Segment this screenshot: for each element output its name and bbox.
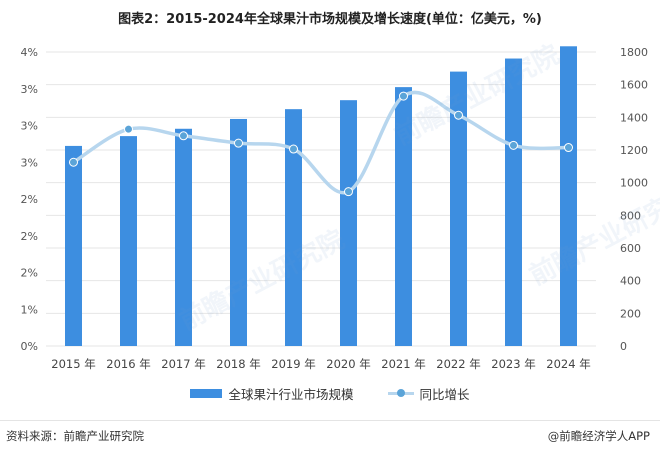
x-tick-label: 2020 年	[326, 357, 370, 371]
bar	[285, 109, 302, 347]
x-tick-label: 2024 年	[546, 357, 590, 371]
bar	[120, 136, 137, 346]
y-left-tick-label: 1%	[21, 303, 38, 316]
y-right-tick-label: 1600	[620, 79, 648, 92]
legend-item-bar: 全球果汁行业市场规模	[190, 384, 354, 403]
bar	[450, 71, 467, 346]
source-note: 资料来源：前瞻产业研究院	[6, 429, 144, 443]
y-left-tick-label: 3%	[21, 120, 38, 133]
y-right-tick-label: 200	[620, 307, 641, 320]
legend-label-bar: 全球果汁行业市场规模	[228, 386, 354, 402]
bar	[230, 118, 247, 346]
chart-title: 图表2：2015-2024年全球果汁市场规模及增长速度(单位：亿美元，%)	[118, 12, 542, 27]
y-right-tick-label: 1000	[620, 177, 648, 190]
growth-point	[509, 140, 518, 150]
growth-point	[399, 91, 408, 101]
growth-point	[124, 124, 133, 134]
brand-credit: @前瞻经济学人APP	[547, 429, 650, 443]
chart-legend: 全球果汁行业市场规模 同比增长	[0, 382, 660, 404]
legend-swatch-line	[387, 388, 414, 398]
bar	[395, 87, 412, 346]
x-tick-label: 2017 年	[161, 357, 205, 371]
legend-label-line: 同比增长	[419, 386, 470, 402]
y-left-tick-label: 0%	[21, 340, 38, 353]
growth-point	[344, 187, 353, 197]
y-left-tick-label: 2%	[21, 230, 38, 243]
bar	[175, 128, 192, 346]
growth-point	[454, 110, 463, 120]
bar	[340, 100, 357, 346]
y-left-tick-label: 3%	[21, 156, 38, 169]
growth-point	[289, 144, 298, 154]
growth-line	[71, 90, 571, 195]
bar	[560, 46, 577, 347]
bar	[505, 58, 522, 347]
footer-divider	[0, 420, 660, 421]
y-right-tick-label: 1800	[620, 46, 648, 59]
y-right-tick-label: 400	[620, 275, 641, 288]
x-tick-label: 2022 年	[436, 357, 480, 371]
x-tick-label: 2015 年	[51, 357, 95, 371]
growth-point	[69, 157, 78, 167]
y-right-tick-label: 600	[620, 242, 641, 255]
y-left-tick-label: 2%	[21, 193, 38, 206]
y-left-tick-label: 4%	[21, 46, 38, 59]
y-left-tick-label: 3%	[21, 83, 38, 96]
growth-point	[179, 131, 188, 141]
y-right-tick-label: 0	[620, 340, 627, 353]
y-right-tick-label: 1400	[620, 111, 648, 124]
legend-swatch-bar	[190, 388, 223, 398]
x-tick-label: 2016 年	[106, 357, 150, 371]
y-right-tick-label: 800	[620, 209, 641, 222]
x-tick-label: 2023 年	[491, 357, 535, 371]
x-tick-label: 2018 年	[216, 357, 260, 371]
x-tick-label: 2019 年	[271, 357, 315, 371]
legend-item-line: 同比增长	[387, 384, 470, 403]
y-right-tick-label: 1200	[620, 144, 648, 157]
growth-point	[234, 138, 243, 148]
growth-point	[564, 143, 573, 153]
x-tick-label: 2021 年	[381, 357, 425, 371]
y-left-tick-label: 2%	[21, 267, 38, 280]
bar	[65, 145, 82, 346]
